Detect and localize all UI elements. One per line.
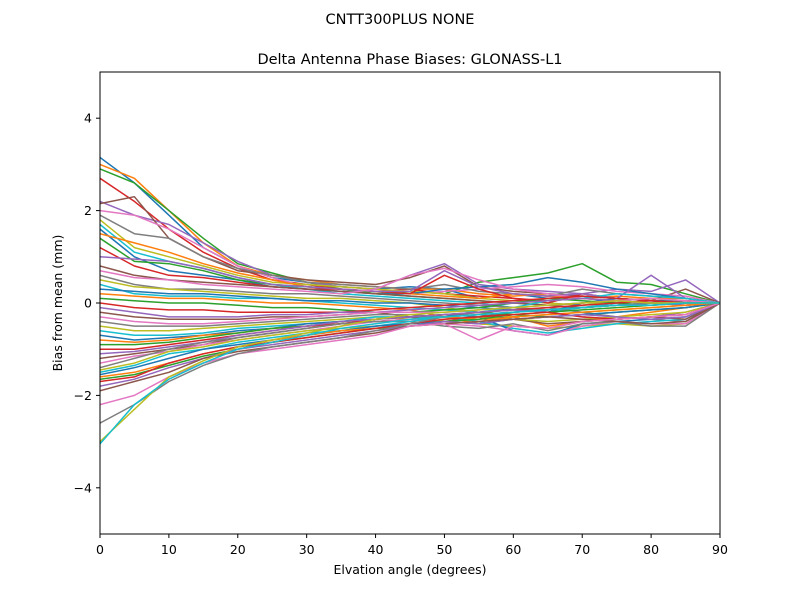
series-line-s24: [100, 295, 720, 313]
y-tick-label: −2: [74, 388, 92, 403]
x-tick-label: 60: [505, 542, 521, 557]
y-tick-label: 4: [84, 111, 92, 126]
x-tick-label: 0: [96, 542, 104, 557]
x-tick-label: 40: [368, 542, 384, 557]
y-tick-label: −4: [74, 480, 92, 495]
y-tick-label: 2: [84, 203, 92, 218]
suptitle: CNTT300PLUS NONE: [326, 12, 475, 28]
x-tick-label: 50: [436, 542, 452, 557]
series-layer: [100, 156, 720, 445]
x-tick-label: 90: [712, 542, 728, 557]
y-axis-label: Bias from mean (mm): [50, 235, 65, 372]
y-tick-label: 0: [84, 296, 92, 311]
x-tick-label: 80: [643, 542, 659, 557]
chart-title: Delta Antenna Phase Biases: GLONASS-L1: [257, 52, 562, 68]
x-tick-label: 20: [230, 542, 246, 557]
x-axis: 0 10 20 30 40 50 60 70 80 90: [96, 534, 728, 557]
y-axis: −4 −2 0 2 4: [74, 111, 100, 495]
x-tick-label: 30: [299, 542, 315, 557]
x-axis-label: Elvation angle (degrees): [333, 562, 486, 577]
series-line-s50: [100, 302, 720, 445]
x-tick-label: 70: [574, 542, 590, 557]
series-line-s49: [100, 299, 720, 443]
x-tick-label: 10: [161, 542, 177, 557]
